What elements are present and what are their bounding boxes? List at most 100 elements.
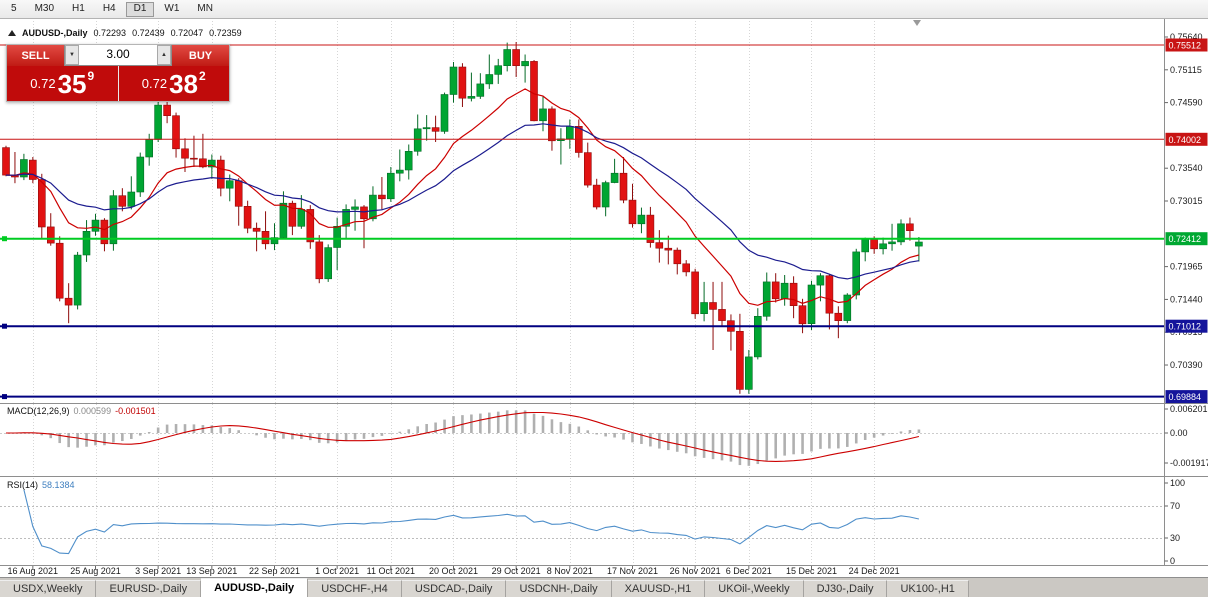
macd-signal-line — [6, 411, 920, 462]
candle-body — [127, 191, 136, 207]
candle-body — [243, 206, 252, 229]
candle-body — [100, 219, 109, 245]
price-badge — [1165, 232, 1208, 246]
candle-body — [181, 148, 189, 159]
timeframe-button-h1[interactable]: H1 — [64, 2, 93, 17]
ohlc-high: 0.72439 — [132, 28, 165, 38]
tab-xauusd-h1[interactable]: XAUUSD-,H1 — [611, 580, 706, 597]
timeframe-button-m30[interactable]: M30 — [27, 2, 62, 17]
timeframe-button-h4[interactable]: H4 — [95, 2, 124, 17]
price-badge — [1165, 38, 1208, 52]
candle-body — [682, 263, 691, 273]
candle-body — [736, 330, 744, 390]
candle-body — [646, 214, 655, 243]
tab-usdchf-h4[interactable]: USDCHF-,H4 — [308, 580, 402, 597]
line-anchor-handle[interactable] — [2, 323, 7, 329]
candle-body — [64, 297, 73, 306]
candle-body — [870, 239, 878, 250]
buy-price-display[interactable]: 0.72 38 2 — [118, 66, 229, 101]
rsi-axis-label: 70 — [1170, 501, 1180, 511]
candle-body — [261, 231, 270, 245]
candle-body — [753, 315, 762, 358]
candle-body — [190, 157, 198, 160]
tab-usdx-weekly[interactable]: USDX,Weekly — [0, 580, 97, 597]
candle-body — [154, 104, 162, 140]
tab-usdcad-daily[interactable]: USDCAD-,Daily — [401, 580, 507, 597]
rsi-axis-label: 0 — [1170, 556, 1175, 566]
date-axis-label: 11 Oct 2021 — [367, 566, 415, 576]
candle-body — [700, 302, 708, 314]
candle-body — [28, 159, 37, 180]
price-badge — [1165, 319, 1208, 333]
date-axis-label: 15 Dec 2021 — [786, 566, 837, 576]
price-axis-label: 0.71965 — [1170, 262, 1203, 272]
timeframe-button-mn[interactable]: MN — [189, 2, 221, 17]
timeframe-button-5[interactable]: 5 — [3, 2, 25, 17]
buy-price-big-digits: 38 — [169, 68, 199, 99]
candle-body — [906, 223, 914, 232]
candle-body — [136, 156, 145, 193]
tab-eurusd-daily[interactable]: EURUSD-,Daily — [96, 580, 202, 597]
tab-usdcnh-daily[interactable]: USDCNH-,Daily — [506, 580, 612, 597]
price-badge-text: 0.72412 — [1169, 234, 1202, 244]
candle-body — [234, 180, 243, 207]
candle-body — [109, 195, 118, 245]
candle-body — [637, 214, 646, 225]
candle-body — [565, 126, 574, 140]
buy-price-pip-digit: 2 — [199, 68, 206, 83]
sell-button[interactable]: SELL — [7, 45, 64, 66]
volume-increase-icon[interactable]: ▲ — [157, 45, 171, 65]
price-badge-text: 0.75512 — [1169, 41, 1202, 51]
candle-body — [163, 104, 171, 116]
tab-audusd-daily[interactable]: AUDUSD-,Daily — [201, 578, 309, 597]
candle-body — [297, 209, 306, 227]
price-axis-label: 0.74590 — [1170, 98, 1203, 108]
candle-body — [431, 127, 440, 132]
chart-shift-marker — [913, 20, 921, 26]
candle-body — [467, 96, 476, 99]
date-axis-label: 25 Aug 2021 — [70, 566, 121, 576]
candle-body — [55, 242, 64, 299]
ohlc-open: 0.72293 — [93, 28, 127, 38]
candle-body — [521, 61, 529, 67]
line-anchor-handle[interactable] — [2, 394, 7, 400]
candle-body — [861, 239, 870, 253]
chart-tabs-bar: USDX,Weekly EURUSD-,Daily AUDUSD-,Daily USD… — [0, 577, 1208, 597]
price-badge-text: 0.74002 — [1169, 135, 1202, 145]
candle-body — [897, 223, 905, 243]
tab-ukoil-weekly[interactable]: UKOil-,Weekly — [705, 580, 804, 597]
candle-body — [351, 206, 359, 210]
sell-price-display[interactable]: 0.72 35 9 — [7, 66, 118, 101]
candle-body — [360, 206, 368, 220]
collapse-trade-panel-icon[interactable] — [8, 30, 16, 36]
tab-uk100-h1[interactable]: UK100-,H1 — [887, 580, 969, 597]
candle-body — [825, 275, 834, 314]
date-axis-label: 8 Nov 2021 — [547, 566, 593, 576]
tab-dj30-daily[interactable]: DJ30-,Daily — [803, 580, 888, 597]
candle-body — [252, 227, 261, 232]
timeframe-button-d1[interactable]: D1 — [125, 1, 155, 17]
candle-body — [217, 159, 225, 189]
one-click-trading-panel: SELL ▼ 3.00 ▲ BUY 0.72 35 9 0.72 38 2 — [6, 44, 230, 102]
candle-body — [807, 284, 816, 325]
date-axis-label: 13 Sep 2021 — [186, 566, 237, 576]
buy-button[interactable]: BUY — [172, 45, 229, 66]
candle-body — [82, 231, 91, 256]
date-axis-label: 1 Oct 2021 — [315, 566, 359, 576]
price-axis-label: 0.71440 — [1170, 294, 1203, 304]
candle-body — [324, 247, 333, 280]
ohlc-close: 0.72359 — [209, 28, 242, 38]
candle-body — [315, 241, 324, 280]
volume-decrease-icon[interactable]: ▼ — [65, 45, 79, 65]
candle-body — [422, 127, 431, 130]
line-anchor-handle[interactable] — [2, 236, 7, 242]
candle-body — [440, 94, 449, 132]
macd-indicator-label: MACD(12,26,9) 0.000599 -0.001501 — [7, 406, 156, 416]
price-badge-text: 0.69884 — [1169, 392, 1202, 402]
price-axis-label: 0.73540 — [1170, 163, 1203, 173]
timeframe-button-w1[interactable]: W1 — [156, 2, 187, 17]
candle-body — [915, 241, 923, 247]
candle-body — [118, 195, 127, 207]
volume-value[interactable]: 3.00 — [106, 47, 130, 61]
